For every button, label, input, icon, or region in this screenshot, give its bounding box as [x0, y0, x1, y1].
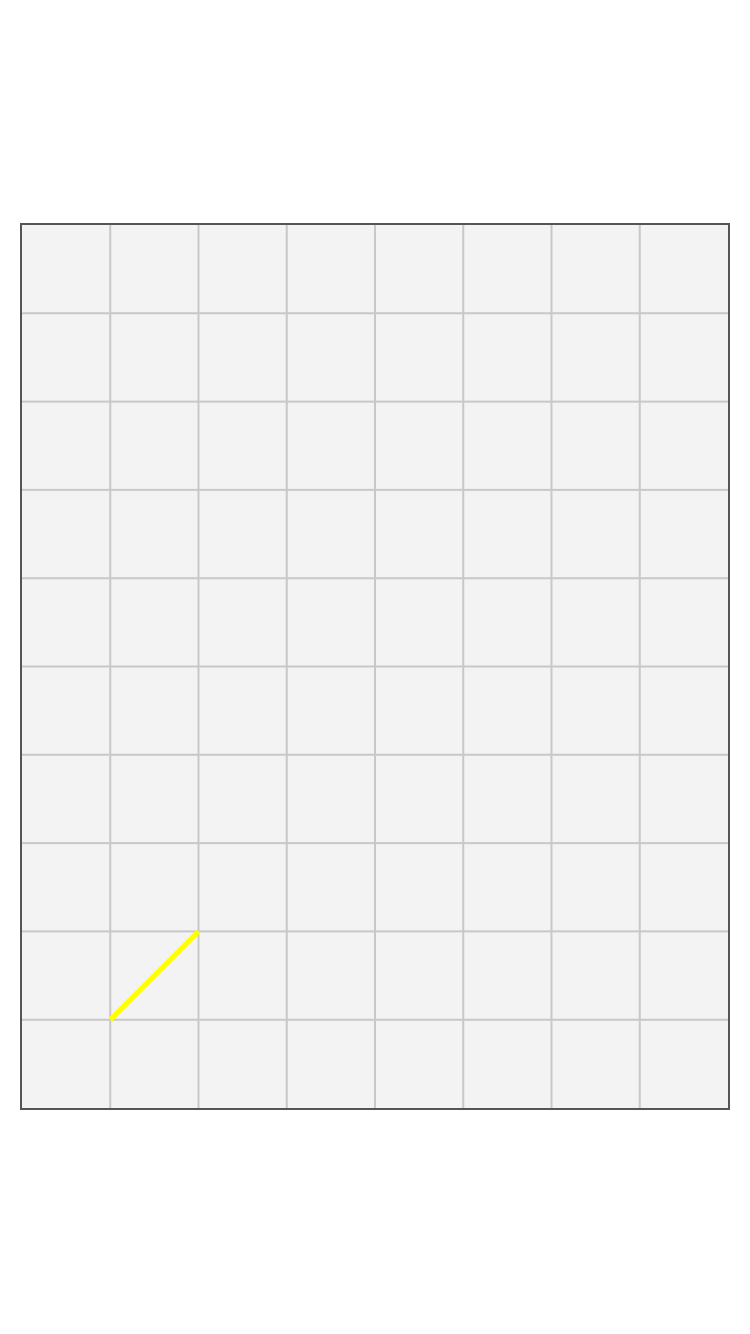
game-board[interactable] — [20, 223, 730, 1110]
grid-canvas — [22, 225, 728, 1108]
drawn-segment — [108, 929, 201, 1022]
